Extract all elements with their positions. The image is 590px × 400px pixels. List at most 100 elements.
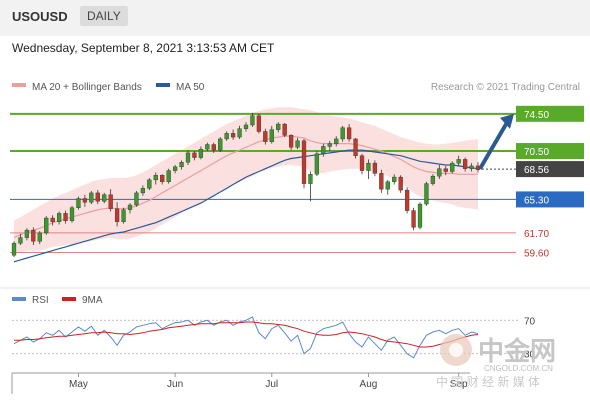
candle-body	[366, 162, 371, 171]
candle-body	[127, 204, 133, 210]
candle-body	[218, 138, 223, 151]
candle-body	[237, 128, 242, 138]
rsi-legend-swatch	[12, 297, 26, 301]
candle-body	[121, 209, 126, 222]
candle-body	[179, 162, 184, 168]
level-label-box-68-56	[516, 161, 584, 178]
candle-body	[392, 176, 397, 182]
level-label-74-50: 74.50	[524, 110, 549, 121]
candle-body	[24, 229, 30, 238]
candle-body	[340, 127, 345, 140]
level-label-61-70: 61.70	[524, 229, 549, 240]
watermark-logo-inner-icon	[449, 343, 463, 357]
candle-body	[411, 210, 416, 228]
ma20-legend-label: MA 20 + Bollinger Bands	[32, 82, 142, 93]
candle-body	[269, 129, 274, 142]
timeframe-button[interactable]: DAILY	[80, 6, 128, 26]
bollinger-bands	[14, 107, 478, 255]
candle-body	[95, 192, 100, 202]
candle-body	[288, 135, 294, 148]
candle-body	[385, 181, 390, 190]
rsi-legend: RSI 9MA	[12, 295, 103, 306]
candle-body	[102, 194, 107, 202]
bollinger-band-fill	[14, 107, 478, 255]
candle-body	[256, 115, 262, 132]
rsi-tick-30: 30	[524, 350, 536, 361]
candle-body	[153, 175, 158, 181]
candle-body	[205, 144, 210, 150]
chart-datetime: Wednesday, September 8, 2021 3:13:53 AM …	[12, 41, 275, 55]
level-label-box-65-30	[516, 191, 584, 208]
level-label-68-56: 68.56	[524, 165, 549, 176]
candle-body	[224, 133, 229, 140]
projection-arrow-shaft	[478, 119, 510, 170]
candle-body	[353, 138, 358, 156]
rsi-panel: 70 30	[12, 316, 536, 361]
price-level-labels: 74.50 70.50 68.56 65.30 61.70 59.60	[516, 105, 584, 259]
x-tick-label-may: May	[69, 379, 88, 390]
candle-body	[404, 189, 410, 211]
rsi-tick-70: 70	[524, 316, 536, 327]
candle-body	[398, 176, 403, 191]
price-levels	[10, 112, 516, 253]
candle-body	[437, 168, 442, 177]
candle-body	[69, 207, 75, 222]
candle-body	[372, 162, 378, 174]
candle-body	[140, 188, 146, 194]
candle-body	[192, 152, 197, 158]
rsi-ma-legend-swatch	[62, 297, 76, 301]
credit-text: Research © 2021 Trading Central	[431, 82, 580, 93]
candlesticks	[11, 112, 481, 258]
level-label-box-70-50	[516, 143, 584, 160]
watermark-subtitle: 中 国 财 经 新 媒 体	[436, 374, 540, 389]
candle-body	[443, 168, 448, 172]
watermark-brand: 中金网	[478, 336, 556, 366]
candle-body	[359, 155, 365, 171]
level-label-70-50: 70.50	[524, 147, 549, 158]
candle-body	[82, 198, 88, 203]
candle-body	[263, 131, 268, 142]
x-tick-label-jul: Jul	[265, 379, 278, 390]
candle-body	[76, 198, 81, 208]
candle-body	[334, 138, 339, 144]
candle-body	[430, 175, 436, 184]
candle-body	[172, 166, 178, 171]
ma50-line	[13, 149, 479, 263]
top-bar: USOUSD DAILY	[0, 0, 590, 36]
candle-body	[108, 194, 113, 209]
candle-body	[250, 115, 255, 126]
candle-body	[295, 140, 300, 148]
candle-body	[114, 208, 120, 222]
candle-body	[469, 165, 474, 169]
x-tick-label-aug: Aug	[360, 379, 378, 390]
candle-body	[89, 192, 94, 203]
legend: MA 20 + Bollinger Bands MA 50 Research ©…	[12, 82, 580, 93]
x-axis: May Jun Jul Aug Sep	[11, 372, 470, 394]
moving-averages	[13, 135, 479, 263]
candle-body	[147, 179, 152, 189]
candle-body	[198, 148, 204, 158]
rsi-series-9ma	[14, 321, 479, 348]
candle-body	[282, 123, 287, 136]
candle-body	[276, 123, 281, 130]
candle-body	[462, 159, 468, 169]
rsi-series-rsi	[13, 316, 479, 359]
watermark-domain: CNGOLD.COM.CN	[484, 364, 553, 373]
candle-body	[308, 174, 313, 184]
candle-body	[37, 232, 42, 242]
candle-body	[134, 192, 139, 206]
candle-body	[450, 162, 455, 172]
ma50-legend-label: MA 50	[176, 82, 205, 93]
symbol-name: USOUSD	[12, 9, 68, 24]
level-label-box-74-50	[516, 105, 584, 122]
candle-body	[230, 133, 236, 138]
ma20-line	[13, 135, 478, 239]
level-label-65-30: 65.30	[524, 195, 549, 206]
projection-arrowhead-icon	[500, 113, 514, 129]
rsi-legend-label: RSI	[32, 295, 49, 306]
candle-body	[327, 143, 332, 147]
rsi-ma-legend-label: 9MA	[82, 295, 103, 306]
ma50-legend-swatch	[156, 83, 170, 87]
candle-body	[160, 175, 165, 182]
